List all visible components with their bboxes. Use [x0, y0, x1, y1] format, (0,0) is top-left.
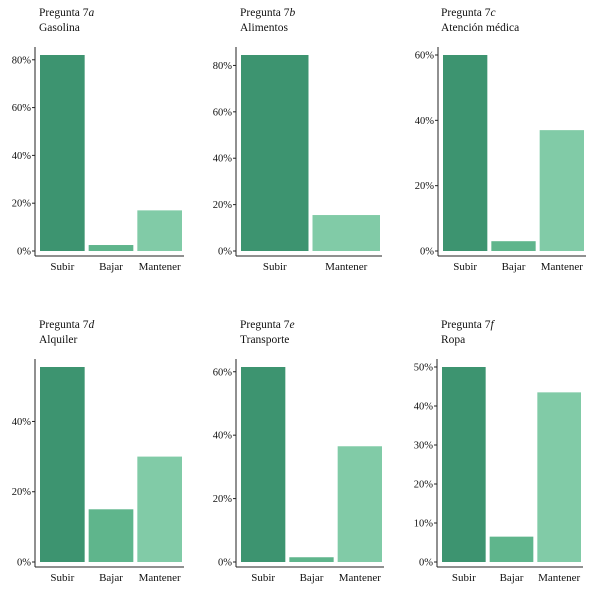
- y-tick-label: 0%: [218, 247, 232, 258]
- panel-subtitle: Atención médica: [441, 22, 520, 34]
- question-number: 7: [283, 319, 290, 331]
- y-tick-label: 60%: [213, 107, 233, 118]
- bar-bajar: [491, 241, 536, 251]
- bar-bajar: [289, 557, 334, 562]
- question-label: Pregunta: [39, 7, 80, 19]
- y-tick-label: 60%: [213, 367, 233, 378]
- y-tick-label: 40%: [415, 116, 435, 127]
- question-label: Pregunta: [39, 319, 80, 331]
- x-tick-label: Bajar: [99, 261, 123, 273]
- panel-subtitle: Alquiler: [39, 334, 78, 346]
- bar-subir: [40, 367, 85, 562]
- question-letter: b: [289, 7, 296, 19]
- question-label: Pregunta: [441, 7, 482, 19]
- y-tick-label: 20%: [12, 199, 32, 210]
- x-tick-label: Bajar: [99, 572, 123, 584]
- y-tick-label: 20%: [414, 480, 434, 491]
- y-tick-label: 40%: [12, 417, 32, 428]
- y-tick-label: 30%: [414, 441, 434, 452]
- x-tick-label: Subir: [50, 572, 74, 584]
- y-tick-label: 0%: [17, 558, 31, 569]
- x-tick-label: Mantener: [541, 261, 583, 273]
- x-tick-label: Subir: [263, 261, 287, 273]
- panel-title: Pregunta 7b Alimentos: [240, 6, 295, 36]
- x-tick-label: Bajar: [300, 572, 324, 584]
- y-tick-label: 60%: [12, 103, 32, 114]
- bar-subir: [40, 55, 85, 251]
- question-letter: c: [490, 7, 496, 19]
- y-tick-label: 50%: [414, 363, 434, 374]
- bar-mantener: [539, 130, 584, 251]
- y-tick-label: 40%: [414, 402, 434, 413]
- x-tick-label: Mantener: [139, 572, 181, 584]
- bar-mantener: [137, 456, 182, 562]
- y-tick-label: 0%: [218, 558, 232, 569]
- question-number: 7: [484, 319, 491, 331]
- question-label: Pregunta: [240, 7, 281, 19]
- x-tick-label: Subir: [50, 261, 74, 273]
- panel-title: Pregunta 7f Ropa: [441, 318, 494, 348]
- question-label: Pregunta: [441, 319, 482, 331]
- question-letter: e: [289, 319, 295, 331]
- y-tick-label: 10%: [414, 519, 434, 530]
- x-tick-label: Mantener: [538, 572, 580, 584]
- x-tick-label: Subir: [453, 261, 477, 273]
- y-tick-label: 20%: [213, 200, 233, 211]
- bar-bajar: [489, 536, 534, 562]
- y-tick-label: 80%: [213, 61, 233, 72]
- question-letter: a: [88, 7, 95, 19]
- x-tick-label: Mantener: [325, 261, 367, 273]
- y-tick-label: 0%: [419, 558, 433, 569]
- panel-subtitle: Ropa: [441, 334, 466, 346]
- x-tick-label: Mantener: [139, 261, 181, 273]
- panel-subtitle: Gasolina: [39, 22, 80, 34]
- bar-subir: [241, 367, 286, 562]
- panel-subtitle: Transporte: [240, 334, 290, 346]
- y-tick-label: 20%: [213, 494, 233, 505]
- x-tick-label: Bajar: [502, 261, 526, 273]
- panel-title: Pregunta 7c Atención médica: [441, 6, 519, 36]
- panel-subtitle: Alimentos: [240, 22, 288, 34]
- question-label: Pregunta: [240, 319, 281, 331]
- x-tick-label: Mantener: [339, 572, 381, 584]
- question-number: 7: [82, 319, 89, 331]
- bar-subir: [442, 367, 486, 562]
- question-letter: d: [88, 319, 95, 331]
- bar-mantener: [337, 446, 382, 562]
- question-number: 7: [82, 7, 89, 19]
- bar-bajar: [88, 245, 134, 251]
- question-number: 7: [283, 7, 290, 19]
- y-tick-label: 80%: [12, 55, 32, 66]
- question-number: 7: [484, 7, 491, 19]
- x-tick-label: Subir: [251, 572, 275, 584]
- panel-title: Pregunta 7a Gasolina: [39, 6, 94, 36]
- bar-subir: [241, 55, 309, 251]
- bar-bajar: [88, 509, 134, 562]
- y-tick-label: 40%: [12, 151, 32, 162]
- bar-mantener: [537, 392, 581, 562]
- x-tick-label: Bajar: [500, 572, 524, 584]
- bar-mantener: [137, 210, 182, 251]
- x-tick-label: Subir: [452, 572, 476, 584]
- y-tick-label: 20%: [12, 487, 32, 498]
- bar-subir: [443, 55, 488, 251]
- panel-title: Pregunta 7d Alquiler: [39, 318, 94, 348]
- bar-mantener: [312, 215, 380, 251]
- y-tick-label: 20%: [415, 181, 435, 192]
- y-tick-label: 0%: [420, 247, 434, 258]
- y-tick-label: 0%: [17, 247, 31, 258]
- y-tick-label: 60%: [415, 51, 435, 62]
- panel-title: Pregunta 7e Transporte: [240, 318, 295, 348]
- question-letter: f: [490, 319, 494, 331]
- y-tick-label: 40%: [213, 431, 233, 442]
- y-tick-label: 40%: [213, 154, 233, 165]
